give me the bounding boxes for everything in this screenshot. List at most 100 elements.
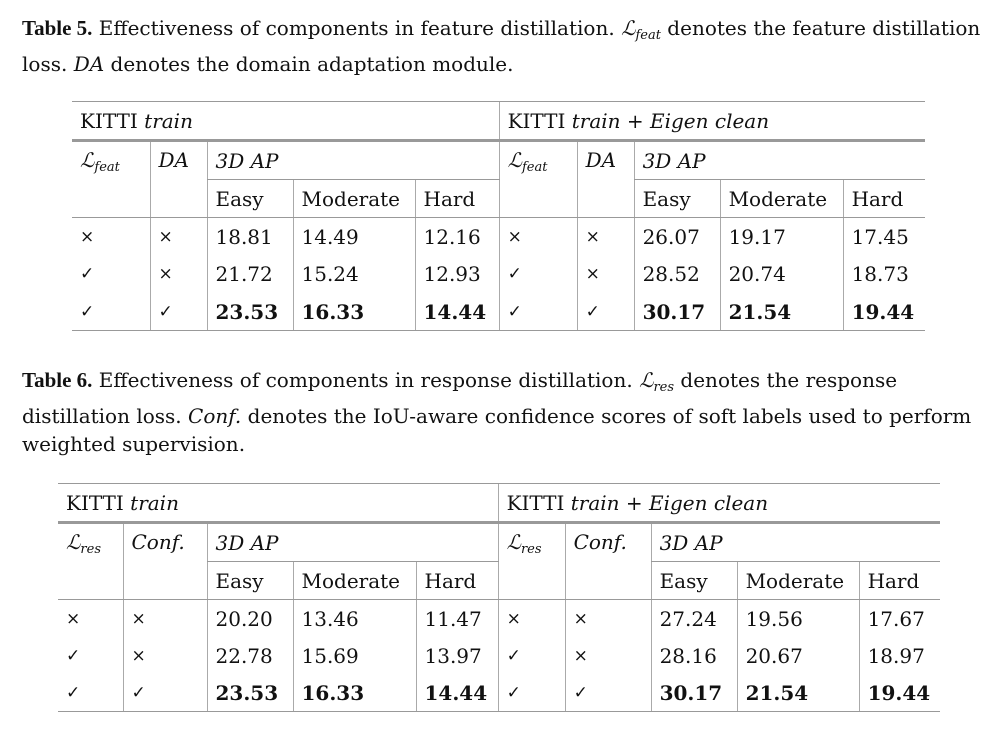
- table-row: ✓ × 22.78 15.69 13.97 ✓ × 28.16 20.67 18.97: [58, 637, 941, 674]
- ap-value: 15.69: [292, 637, 416, 674]
- caption-text: denotes the feature distillation loss.: [22, 16, 981, 76]
- component-mark: ×: [497, 599, 566, 637]
- level-header-easy: Easy: [650, 561, 738, 600]
- ap-value: 13.97: [415, 637, 499, 674]
- component-mark: ✓: [498, 293, 578, 331]
- component-a-header: ℒfeat: [498, 140, 578, 218]
- loss-subscript: feat: [521, 160, 548, 175]
- metric-header: 3D AP: [633, 140, 926, 180]
- component-b-label: DA: [585, 148, 617, 172]
- table-6: KITTI train KITTI train + Eigen clean ℒres…: [58, 483, 941, 712]
- ap-value: 14.49: [292, 217, 415, 255]
- ap-value: 12.93: [414, 255, 500, 293]
- table-5: KITTI train KITTI train + Eigen clean ℒfea…: [72, 101, 926, 331]
- metric-header: 3D AP: [206, 522, 499, 562]
- component-b-header: Conf.: [564, 522, 652, 600]
- component-mark: ✓: [498, 255, 578, 293]
- ap-value: 17.45: [842, 217, 926, 255]
- loss-subscript: res: [520, 542, 542, 557]
- ap-value: 30.17: [650, 674, 738, 712]
- metric-label: 3D AP: [642, 148, 706, 173]
- component-b-header: Conf.: [122, 522, 207, 600]
- ap-value: 21.54: [736, 674, 860, 712]
- ap-value: 30.17: [633, 293, 721, 331]
- ap-value: 21.54: [719, 293, 844, 331]
- metric-label: 3D AP: [215, 148, 279, 173]
- level-header-easy: Easy: [633, 179, 721, 218]
- component-mark: ✓: [72, 293, 150, 331]
- component-mark: ×: [576, 217, 635, 255]
- component-mark: ×: [564, 637, 652, 674]
- component-mark: ✓: [497, 637, 566, 674]
- ap-value: 19.44: [842, 293, 926, 331]
- level-header-moderate: Moderate: [719, 179, 844, 218]
- caption-text: ℒ: [639, 368, 654, 392]
- level-header-moderate: Moderate: [736, 561, 860, 600]
- table-label: Table 6.: [22, 368, 93, 392]
- component-b-label: Conf.: [131, 530, 185, 554]
- group-name: KITTI: [80, 108, 138, 133]
- component-a-header: ℒfeat: [72, 140, 150, 218]
- group-name: KITTI: [66, 490, 124, 515]
- component-mark: ×: [122, 637, 207, 674]
- caption-text: denotes the IoU-aware confidence scores …: [22, 404, 972, 456]
- component-mark: ×: [66, 608, 81, 629]
- component-mark: ✓: [66, 645, 81, 666]
- caption-text: Effectiveness of components in response …: [92, 368, 640, 392]
- ap-value: 27.24: [650, 599, 738, 637]
- group-header: KITTI train + Eigen clean: [498, 101, 926, 142]
- metric-label: 3D AP: [215, 530, 279, 555]
- level-header-moderate: Moderate: [292, 179, 415, 218]
- ap-value: 23.53: [206, 674, 293, 712]
- caption-text: ℒ: [621, 16, 636, 40]
- component-b-header: DA: [576, 140, 635, 218]
- caption-text: DA: [73, 52, 105, 76]
- component-mark: ✓: [564, 674, 652, 712]
- table-label: Table 5.: [22, 16, 93, 40]
- ap-value: 17.67: [858, 599, 941, 637]
- ap-value: 12.16: [414, 217, 500, 255]
- loss-symbol: ℒ: [80, 148, 95, 172]
- loss-subscript: feat: [94, 160, 120, 175]
- ap-value: 11.47: [415, 599, 499, 637]
- component-mark: ×: [149, 217, 207, 255]
- ap-value: 16.33: [292, 674, 416, 712]
- group-header: KITTI train: [72, 101, 500, 142]
- ap-value: 21.72: [206, 255, 293, 293]
- group-header: KITTI train + Eigen clean: [497, 483, 941, 524]
- caption-text: Conf.: [188, 404, 242, 428]
- component-mark: ✓: [149, 293, 207, 331]
- level-header-hard: Hard: [842, 179, 926, 218]
- component-mark: ×: [564, 599, 652, 637]
- loss-symbol: ℒ: [507, 148, 522, 172]
- component-mark: ✓: [497, 674, 566, 712]
- ap-value: 18.81: [206, 217, 293, 255]
- table-row: × × 20.20 13.46 11.47 × × 27.24 19.56 17.67: [58, 599, 941, 637]
- level-header-hard: Hard: [858, 561, 941, 600]
- ap-value: 14.44: [415, 674, 499, 712]
- ap-value: 19.56: [736, 599, 860, 637]
- component-mark: ×: [498, 217, 578, 255]
- level-header-moderate: Moderate: [292, 561, 416, 600]
- component-mark: ✓: [80, 264, 95, 284]
- group-split: train + Eigen clean: [571, 108, 770, 133]
- ap-value: 23.53: [206, 293, 293, 331]
- caption-text: Effectiveness of components in feature d…: [92, 16, 622, 40]
- ap-value: 16.33: [292, 293, 415, 331]
- group-name: KITTI: [506, 490, 565, 515]
- table-row: ✓ × 21.72 15.24 12.93 ✓ × 28.52 20.74 18.73: [72, 255, 926, 293]
- level-header-hard: Hard: [414, 179, 500, 218]
- table-row: ✓ ✓ 23.53 16.33 14.44 ✓ ✓ 30.17 21.54 19.44: [72, 293, 926, 331]
- ap-value: 28.16: [650, 637, 738, 674]
- ap-value: 13.46: [292, 599, 416, 637]
- loss-symbol: ℒ: [506, 530, 521, 554]
- metric-label: 3D AP: [659, 530, 723, 555]
- ap-value: 20.20: [206, 599, 293, 637]
- component-mark: ×: [122, 599, 207, 637]
- component-b-label: DA: [158, 148, 189, 172]
- component-mark: ×: [80, 226, 95, 247]
- level-header-easy: Easy: [206, 561, 293, 600]
- ap-value: 20.74: [719, 255, 844, 293]
- caption-text: denotes the domain adaptation module.: [104, 52, 514, 76]
- ap-value: 26.07: [633, 217, 721, 255]
